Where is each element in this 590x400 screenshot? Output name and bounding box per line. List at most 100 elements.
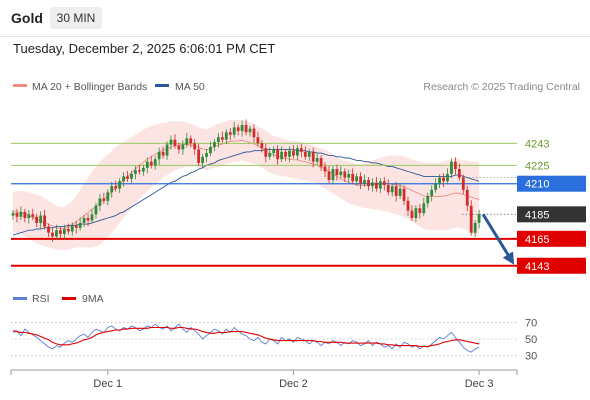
- candle: [418, 203, 422, 219]
- candle: [138, 164, 141, 175]
- candle: [31, 208, 35, 220]
- projection-arrow: [481, 213, 515, 265]
- candle: [434, 178, 438, 193]
- candle: [351, 168, 355, 185]
- candle: [217, 132, 220, 148]
- candle: [82, 214, 86, 228]
- candle: [323, 162, 327, 177]
- candle: [43, 210, 46, 230]
- candle: [106, 189, 110, 206]
- credit-text: Research © 2025 Trading Central: [423, 81, 580, 93]
- candle: [422, 197, 426, 217]
- candle: [426, 192, 430, 208]
- rsi-series-9ma: [12, 326, 480, 347]
- candle: [390, 183, 394, 197]
- candle: [307, 148, 311, 162]
- timeframe-button[interactable]: 30 MIN: [50, 7, 102, 29]
- candle: [268, 147, 272, 160]
- timestamp: Tuesday, December 2, 2025 6:06:01 PM CET: [13, 41, 276, 56]
- candle: [122, 172, 125, 187]
- candle: [347, 169, 351, 184]
- level-tag-4210: [517, 175, 586, 192]
- candle: [19, 206, 23, 220]
- candle: [51, 228, 54, 242]
- candle: [382, 176, 386, 191]
- candle: [118, 178, 122, 193]
- candle: [224, 129, 228, 144]
- rsi-legend-label: RSI: [32, 293, 50, 305]
- bb-legend-swatch: [13, 84, 27, 87]
- candle: [319, 154, 323, 171]
- candle: [181, 140, 185, 155]
- candle: [442, 173, 445, 187]
- candle: [62, 224, 66, 240]
- candle: [264, 143, 268, 163]
- candle: [363, 174, 366, 187]
- level-label-4243: 4243: [525, 138, 549, 150]
- bb-legend-label: MA 20 + Bollinger Bands: [32, 81, 147, 93]
- rsi-legend-swatch: [13, 297, 27, 300]
- candle: [114, 180, 118, 192]
- candle: [193, 139, 197, 155]
- candle: [327, 165, 331, 184]
- ma9-legend-swatch: [62, 297, 76, 300]
- candle: [59, 227, 62, 239]
- level-tag-4143: [517, 257, 586, 274]
- candle: [173, 134, 177, 149]
- candle: [248, 125, 252, 137]
- candle: [469, 200, 473, 236]
- candle: [78, 217, 82, 231]
- candle: [90, 208, 94, 224]
- candle: [378, 178, 382, 193]
- candle: [296, 145, 299, 160]
- candle: [236, 124, 240, 136]
- candle: [355, 173, 359, 186]
- candle: [94, 202, 98, 219]
- candle: [197, 143, 201, 166]
- candle: [359, 172, 362, 190]
- candle: [130, 170, 133, 184]
- candle: [185, 132, 189, 148]
- level-label-4165: 4165: [525, 234, 549, 246]
- candle: [35, 213, 39, 228]
- candle: [398, 183, 402, 200]
- candle: [189, 135, 193, 148]
- rsi-tick-50: 50: [525, 334, 537, 346]
- candle: [153, 156, 157, 170]
- candle: [465, 185, 469, 212]
- x-tick-label: Dec 3: [465, 378, 494, 390]
- candle: [110, 181, 114, 198]
- candle: [375, 176, 378, 192]
- ma50-legend-swatch: [155, 84, 169, 87]
- candle: [27, 210, 31, 224]
- candle: [70, 222, 74, 236]
- candle: [371, 178, 374, 192]
- candle: [335, 164, 339, 181]
- candle: [244, 119, 248, 136]
- candle: [394, 181, 398, 202]
- candle: [102, 192, 106, 204]
- level-label-4225: 4225: [525, 160, 549, 172]
- candle: [11, 210, 15, 220]
- ma9-legend-label: 9MA: [82, 293, 104, 305]
- candle: [276, 145, 280, 165]
- rsi-series-rsi: [12, 323, 480, 353]
- candle: [213, 139, 216, 152]
- candle: [303, 146, 307, 160]
- candle: [177, 142, 181, 154]
- candle: [473, 219, 477, 237]
- candle: [157, 147, 161, 165]
- ma50-legend-label: MA 50: [175, 81, 205, 93]
- x-tick-label: Dec 2: [279, 378, 308, 390]
- candle: [47, 223, 50, 237]
- chart-header: Gold 30 MIN: [0, 0, 590, 37]
- candle: [15, 208, 19, 223]
- candle: [74, 221, 78, 234]
- candle: [134, 165, 137, 180]
- candle: [165, 141, 169, 160]
- candle: [402, 185, 406, 206]
- candle: [299, 143, 303, 158]
- candle: [272, 146, 276, 158]
- candle: [209, 141, 212, 157]
